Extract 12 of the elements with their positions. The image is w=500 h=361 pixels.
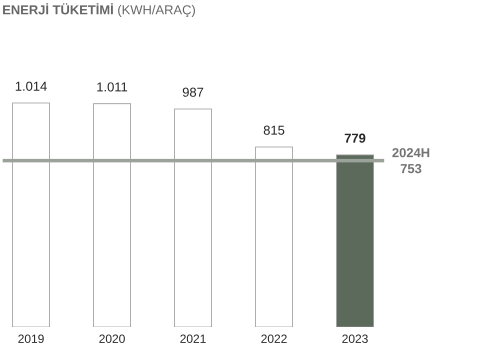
chart-title: ENERJİ TÜKETİMİ (KWH/ARAÇ)	[3, 3, 195, 18]
data-label: 987	[182, 88, 204, 97]
x-tick-label: 2021	[180, 334, 206, 343]
data-label: 815	[264, 126, 284, 135]
x-tick-label: 2023	[342, 334, 368, 343]
ref-line-label: 2024H 753	[392, 148, 430, 174]
data-label: 1.014	[16, 82, 47, 91]
data-label: 1.011	[97, 82, 128, 92]
x-tick-label: 2020	[99, 334, 125, 343]
data-label: 779	[344, 134, 366, 143]
x-tick-label: 2019	[18, 334, 44, 343]
x-tick-label: 2022	[261, 334, 287, 343]
